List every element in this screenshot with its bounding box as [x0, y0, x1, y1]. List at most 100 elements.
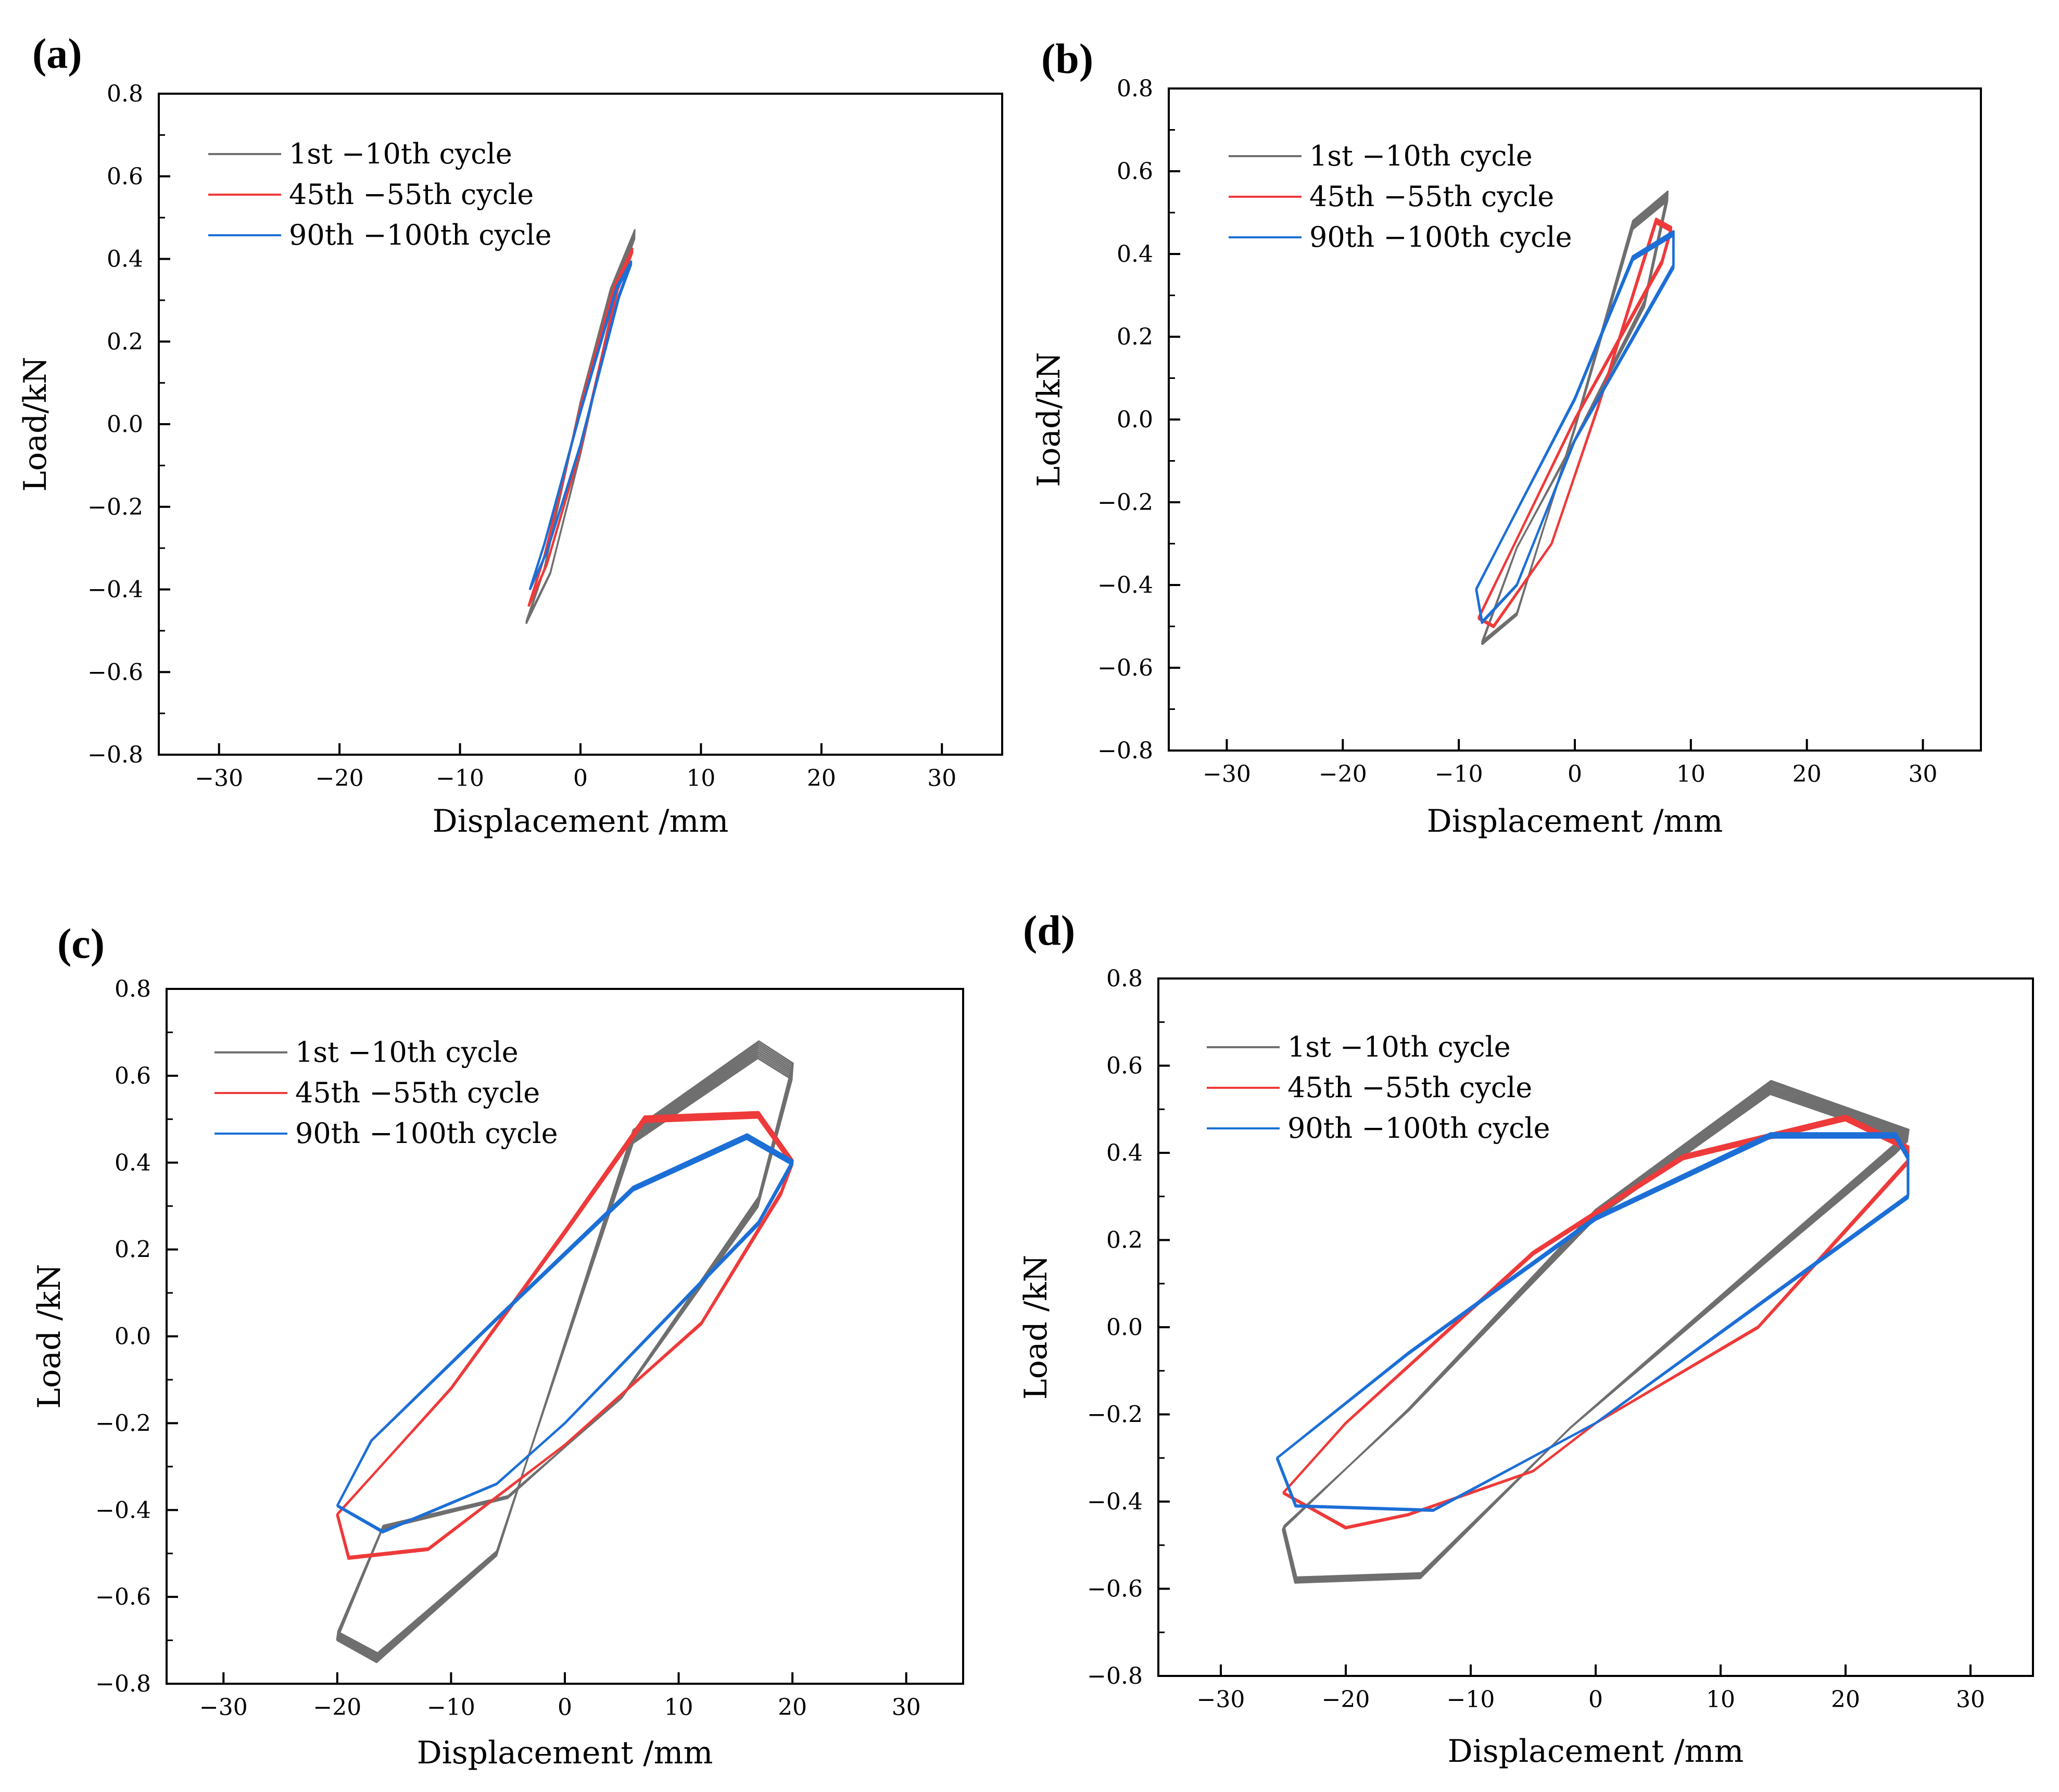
legend-label: 1st −10th cycle: [295, 1036, 519, 1069]
series-line-blue-cycle-4: [336, 1134, 794, 1533]
y-axis-title: Load/kN: [1031, 352, 1067, 487]
legend: 1st −10th cycle 45th −55th cycle 90th −100…: [214, 1036, 558, 1150]
y-tick-label: 0.2: [1117, 324, 1153, 350]
y-tick-label: 0.8: [1106, 965, 1143, 992]
x-tick-label: 0: [573, 765, 588, 792]
series-line-blue-cycle-3: [336, 1135, 794, 1533]
x-axis-title: Displacement /mm: [417, 1735, 713, 1771]
y-tick-label: −0.8: [95, 1671, 151, 1697]
x-tick-label: −20: [313, 1694, 361, 1721]
legend: 1st −10th cycle 45th −55th cycle 90th −100…: [1229, 139, 1572, 253]
legend-label: 45th −55th cycle: [1309, 180, 1554, 213]
y-axis-title: Load /kN: [31, 1264, 68, 1408]
y-tick-label: 0.4: [1106, 1140, 1143, 1166]
x-tick-label: 10: [664, 1694, 693, 1721]
series-line-gray-cycle-4: [1282, 1088, 1909, 1580]
series-line-blue-cycle-2: [336, 1136, 794, 1533]
x-tick-label: 0: [1568, 761, 1582, 787]
legend-label: 1st −10th cycle: [1287, 1031, 1511, 1063]
x-tick-label: −10: [427, 1694, 475, 1721]
y-tick-label: −0.2: [1097, 489, 1153, 516]
series-line-red-cycle-2: [1282, 1118, 1909, 1529]
legend-label: 45th −55th cycle: [1287, 1071, 1532, 1104]
series-red: [336, 1111, 794, 1560]
y-tick-label: −0.2: [87, 494, 143, 520]
series-gray: [1282, 1079, 1910, 1584]
series-red: [1282, 1114, 1910, 1530]
y-tick-label: −0.4: [87, 577, 143, 603]
chart-panel-3: (c) −0.8 −0.6 −0.4 −0.2 0.0 0.2 0.4 0.6 0.8 −30 −20…: [31, 920, 964, 1771]
y-tick-label: 0.8: [115, 976, 151, 1002]
x-tick-label: 30: [892, 1694, 921, 1721]
x-axis-title: Displacement /mm: [433, 803, 729, 840]
y-tick-label: −0.6: [1087, 1576, 1143, 1603]
panel-label: (b): [1041, 35, 1093, 82]
series-line-gray-cycle-6: [1282, 1085, 1909, 1582]
legend-label: 1st −10th cycle: [1309, 139, 1533, 172]
series-line-red-cycle-1: [336, 1116, 793, 1558]
series-line-red-cycle-5: [1282, 1114, 1910, 1530]
x-tick-label: 30: [927, 765, 956, 792]
series-line-gray-cycle-9: [336, 1040, 794, 1663]
x-tick-label: −10: [1447, 1686, 1495, 1713]
series-line-blue-cycle-5: [336, 1133, 794, 1534]
series-blue: [1475, 230, 1675, 625]
x-tick-label: −20: [1322, 1686, 1370, 1713]
x-tick-label: 20: [807, 765, 836, 792]
series-red: [1477, 218, 1673, 629]
y-tick-label: −0.8: [1097, 738, 1153, 764]
y-axis-title: Load /kN: [1018, 1255, 1054, 1400]
series-line-gray-cycle-6: [1481, 190, 1669, 645]
series-line-blue-cycle-4: [1275, 1133, 1910, 1512]
x-tick-label: −30: [1203, 761, 1251, 787]
series-line-red-cycle-5: [336, 1111, 794, 1560]
legend-label: 45th −55th cycle: [289, 178, 534, 211]
series-line-red-cycle-3: [336, 1113, 794, 1559]
series-line-blue-cycle-1: [336, 1137, 793, 1532]
x-axis-title: Displacement /mm: [1448, 1733, 1744, 1770]
x-tick-label: 10: [1706, 1686, 1735, 1713]
panel-label: (d): [1023, 907, 1075, 954]
series-line-red-cycle-2: [336, 1115, 794, 1559]
y-tick-label: 0.4: [107, 246, 143, 273]
x-tick-label: 10: [1676, 761, 1706, 787]
y-tick-label: −0.2: [1087, 1402, 1143, 1428]
series-blue: [528, 260, 633, 591]
x-tick-label: −10: [436, 765, 484, 792]
series-line-blue-cycle-2: [1276, 1135, 1909, 1511]
series-line-gray-cycle-5: [525, 229, 636, 625]
y-tick-label: −0.4: [1097, 572, 1153, 599]
x-tick-label: 20: [1831, 1686, 1860, 1713]
y-tick-label: −0.6: [87, 659, 143, 685]
y-tick-label: 0.8: [1117, 75, 1153, 102]
chart-panel-1: (a) −0.8 −0.6 −0.4 −0.2 0.0 0.2 0.4 0.6 0.8 −30 −20…: [17, 30, 1003, 840]
series-line-red-cycle-1: [1282, 1119, 1909, 1529]
y-tick-label: −0.4: [1087, 1489, 1143, 1515]
series-gray: [1481, 190, 1669, 645]
x-tick-label: 20: [778, 1694, 807, 1721]
series-line-red-cycle-4: [1477, 218, 1673, 629]
plot-area: [1275, 1079, 1910, 1584]
y-tick-label: 0.6: [107, 163, 143, 190]
y-tick-label: −0.6: [1097, 655, 1153, 681]
legend-label: 90th −100th cycle: [289, 219, 552, 251]
series-line-red-cycle-4: [527, 247, 634, 607]
x-tick-label: −10: [1435, 761, 1483, 787]
series-line-gray-cycle-5: [1282, 1086, 1909, 1581]
x-tick-label: 20: [1792, 761, 1822, 787]
axes-frame: [158, 93, 1003, 756]
x-tick-label: 30: [1956, 1686, 1985, 1713]
series-line-gray-cycle-2: [1283, 1091, 1909, 1579]
x-tick-label: −30: [195, 765, 243, 792]
legend: 1st −10th cycle 45th −55th cycle 90th −100…: [1207, 1031, 1550, 1145]
panel-label: (a): [32, 30, 82, 77]
series-line-gray-cycle-7: [1282, 1083, 1910, 1582]
series-red: [527, 247, 634, 607]
series-line-blue-cycle-1: [1276, 1136, 1909, 1511]
series-line-blue-cycle-5: [1275, 1132, 1910, 1512]
panel-label: (c): [57, 920, 105, 967]
legend-label: 45th −55th cycle: [295, 1076, 540, 1109]
y-tick-label: 0.2: [115, 1237, 151, 1263]
series-line-red-cycle-3: [1282, 1116, 1910, 1529]
